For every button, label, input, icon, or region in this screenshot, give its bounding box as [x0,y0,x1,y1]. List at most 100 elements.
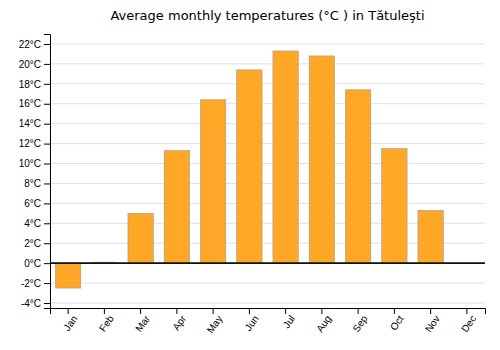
x-tick: Feb [97,308,116,334]
x-tick-mark [68,308,69,314]
y-tick-label: 8°C [24,178,41,189]
y-tick-mark [44,144,50,145]
y-tick-mark [44,203,50,204]
grid-line [50,123,485,124]
bar [273,51,298,263]
y-tick: 6°C [24,198,50,209]
bar [418,210,443,263]
zero-line [50,262,485,264]
x-tick-label: Feb [97,313,116,334]
grid-line [50,63,485,64]
x-tick: Oct [388,308,406,332]
x-tick-mark [358,308,359,314]
x-tick: Aug [314,308,333,334]
y-tick-label: 20°C [19,59,41,70]
title: Average monthly temperatures (°C ) in Tă… [110,8,424,23]
y-tick-label: 14°C [19,118,41,129]
y-tick-label: 12°C [19,138,41,149]
y-tick-label: 10°C [19,158,41,169]
y-tick-mark [44,124,50,125]
y-tick-label: 0°C [24,258,41,269]
grid [50,44,485,303]
x-tick-label: Oct [388,313,406,332]
x-tick-label: Sep [350,313,369,334]
y-tick: 12°C [19,138,50,149]
y-tick: 18°C [19,79,50,90]
y-tick-label: 2°C [24,238,41,249]
x-tick-mark [176,308,177,314]
y-tick-mark [44,223,50,224]
x-tick: Jan [61,308,79,333]
x-tick-label: Jun [243,313,261,333]
grid-line [50,303,485,304]
y-tick: 16°C [19,98,50,109]
x-tick-label: Jul [281,313,297,330]
bar [345,90,370,263]
bars [50,51,485,288]
x-tick: Jul [281,308,297,330]
x-tick-mark [321,308,322,314]
bar [164,151,189,264]
grid-line [50,43,485,44]
y-tick-mark [44,303,50,304]
y-tick-label: 18°C [19,79,41,90]
x-tick-mark [466,308,467,314]
bar [128,213,153,263]
y-tick-mark [44,44,50,45]
y-tick: -4°C [21,298,50,309]
x-tick: Nov [423,308,442,334]
grid-line [50,83,485,84]
y-tick-mark [44,104,50,105]
chart: -4°C -2°C 0°C 2°C 4°C 6°C 8°C 10°C 12°C 14°C 16°C 1… [0,0,500,350]
grid-line [50,283,485,284]
y-axis: -4°C -2°C 0°C 2°C 4°C 6°C 8°C 10°C 12°C 14°C 16°C 1… [19,35,51,309]
x-tick-label: May [205,313,225,335]
y-tick: 4°C [24,218,50,229]
y-tick-label: 16°C [19,98,41,109]
x-tick-label: Mar [133,313,152,334]
bar [382,149,407,264]
y-tick-mark [44,183,50,184]
x-tick: Mar [133,308,152,334]
x-tick: May [205,308,225,335]
y-tick-mark [44,283,50,284]
y-tick-label: -2°C [21,278,41,289]
y-axis-line [44,35,51,309]
x-tick-label: Nov [423,313,442,334]
y-tick: -2°C [21,278,50,289]
y-tick-label: 6°C [24,198,41,209]
y-tick: 8°C [24,178,50,189]
y-tick: 10°C [19,158,50,169]
bar [309,56,334,263]
y-tick-mark [44,64,50,65]
y-tick: 2°C [24,238,50,249]
x-tick-label: Jan [61,313,79,333]
y-tick-mark [44,263,50,264]
x-tick-mark [104,308,105,314]
bar [200,100,225,263]
x-tick: Sep [350,308,369,334]
y-tick-label: 4°C [24,218,41,229]
y-tick-label: 22°C [19,39,41,50]
y-tick: 14°C [19,118,50,129]
x-tick-mark [140,308,141,314]
grid-line [50,163,485,164]
x-tick-mark [213,308,214,314]
x-axis: JanFebMarAprMayJunJulAugSepOctNovDec [51,308,486,335]
x-tick-mark [430,308,431,314]
grid-line [50,143,485,144]
y-tick: 20°C [19,59,50,70]
grid-line [50,263,485,264]
x-tick-mark [394,308,395,314]
bar [237,70,262,263]
x-tick-label: Aug [314,313,333,334]
x-axis-line [51,309,486,315]
x-tick: Apr [170,308,188,332]
grid-line [50,103,485,104]
x-tick-label: Apr [170,313,188,333]
bar [55,263,80,288]
y-tick: 22°C [19,39,50,50]
grid-line [50,203,485,204]
y-tick-mark [44,243,50,244]
x-tick-mark [249,308,250,314]
